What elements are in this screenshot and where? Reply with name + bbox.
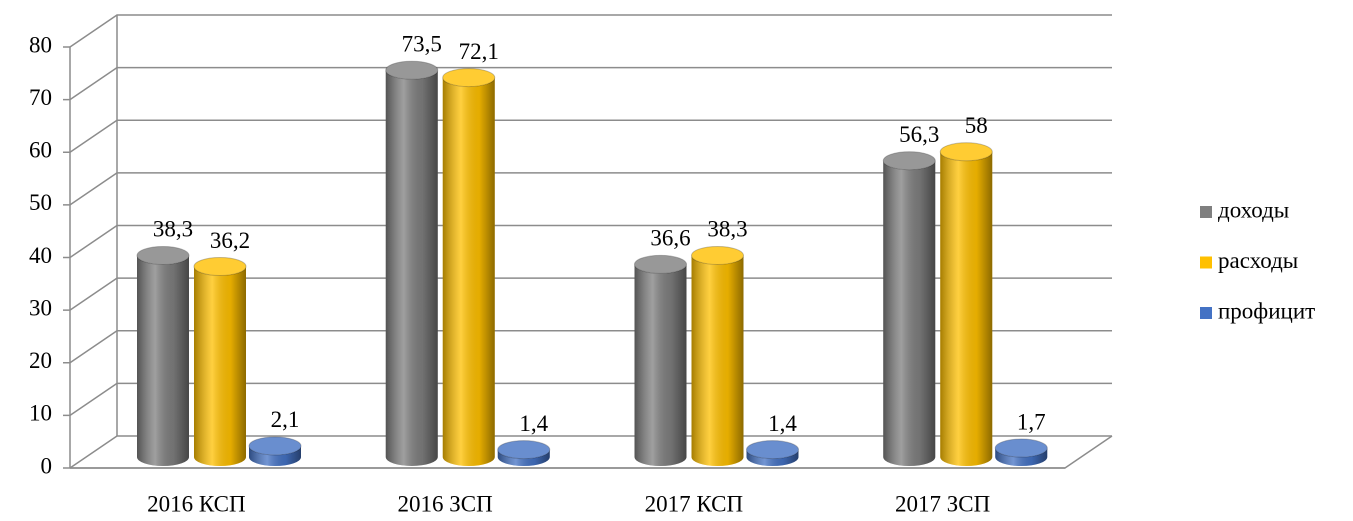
y-tick-label: 70 xyxy=(29,85,52,110)
bar-top-light xyxy=(137,246,189,265)
bar-top xyxy=(442,68,496,88)
y-tick-label: 60 xyxy=(29,138,52,163)
bar-shade xyxy=(442,77,495,466)
value-label: 2,1 xyxy=(271,407,300,432)
y-tick-label: 80 xyxy=(29,32,52,57)
bar-top-light xyxy=(194,257,246,276)
bar-top-light xyxy=(883,151,936,170)
bar-shade xyxy=(940,151,993,466)
bar-top xyxy=(882,151,936,171)
y-tick-label: 10 xyxy=(29,401,52,426)
bar-top-light xyxy=(995,439,1048,458)
value-label: 1,4 xyxy=(768,411,797,436)
bar-top xyxy=(193,256,247,276)
x-tick-label: 2016 КСП xyxy=(147,491,245,516)
value-label: 36,6 xyxy=(650,226,690,251)
legend-swatch xyxy=(1200,307,1212,319)
bar-shade xyxy=(883,160,936,466)
bar-top-light xyxy=(746,440,799,459)
y-tick-label: 20 xyxy=(29,348,52,373)
bar-shade xyxy=(385,70,438,466)
bar-top xyxy=(994,438,1048,458)
value-label: 1,4 xyxy=(519,411,548,436)
value-label: 56,3 xyxy=(899,122,939,147)
bar-shade xyxy=(995,448,1048,466)
grid-line xyxy=(69,14,1112,48)
legend-swatch xyxy=(1200,256,1212,269)
legend-label: доходы xyxy=(1218,197,1289,222)
bar-top-light xyxy=(940,142,993,161)
bar-shade xyxy=(691,255,744,466)
bar-shade xyxy=(194,266,246,466)
value-label: 1,7 xyxy=(1017,409,1046,434)
bar-top xyxy=(248,436,302,456)
bar-shade xyxy=(249,445,301,466)
legend-label: расходы xyxy=(1218,248,1298,273)
bar-top-light xyxy=(691,246,744,265)
value-label: 38,3 xyxy=(153,217,193,242)
legend-swatch xyxy=(1200,206,1212,218)
bar-top xyxy=(136,245,190,265)
bar-shade xyxy=(634,264,687,466)
bar-top-light xyxy=(249,436,301,455)
bar-top-light xyxy=(442,68,495,87)
bar-top xyxy=(691,245,744,265)
bar-top xyxy=(939,142,993,162)
value-label: 38,3 xyxy=(707,217,747,242)
bar-shade xyxy=(746,449,799,466)
bar-top xyxy=(746,440,799,460)
bar-top xyxy=(497,440,551,460)
legend-label: профицит xyxy=(1218,298,1315,323)
x-tick-label: 2016 ЗСП xyxy=(398,491,493,516)
value-label: 72,1 xyxy=(459,39,499,64)
bar-top xyxy=(634,254,687,274)
bar-top-light xyxy=(634,255,687,274)
grid-line xyxy=(69,66,1112,101)
y-tick-label: 40 xyxy=(29,243,52,268)
y-tick-label: 50 xyxy=(29,190,52,215)
bar-top-light xyxy=(385,61,438,80)
value-label: 36,2 xyxy=(210,228,250,253)
x-tick-label: 2017 ЗСП xyxy=(895,491,990,516)
y-tick-label: 0 xyxy=(41,453,53,478)
x-tick-label: 2017 КСП xyxy=(645,491,743,516)
bar-top-light xyxy=(497,440,550,459)
bar-shade xyxy=(137,255,189,466)
bar-shade xyxy=(497,449,550,466)
value-label: 58 xyxy=(965,113,988,138)
value-label: 73,5 xyxy=(402,31,442,56)
bar-top xyxy=(385,60,439,80)
y-tick-label: 30 xyxy=(29,295,52,320)
